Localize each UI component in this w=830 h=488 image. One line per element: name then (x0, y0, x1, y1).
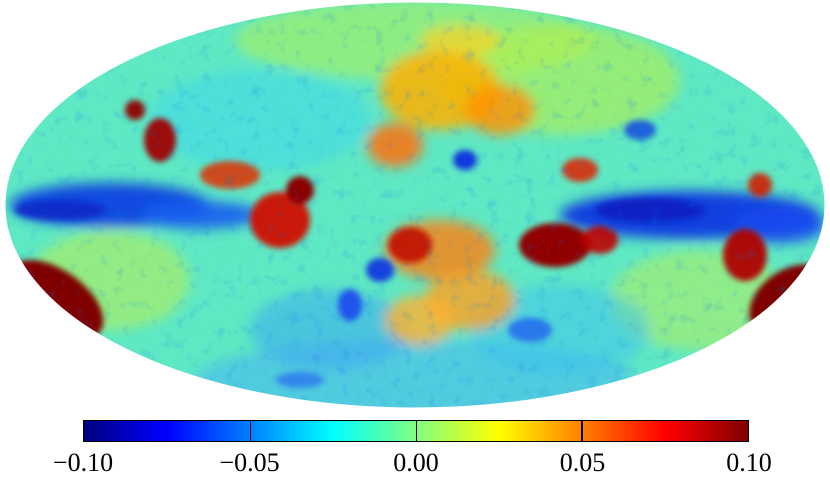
sky-map (5, 2, 825, 408)
colorbar-tick (249, 421, 252, 441)
mollweide-map (4, 1, 826, 409)
colorbar-tick-label: 0.05 (559, 448, 606, 477)
colorbar-tick-label: 0.10 (726, 448, 772, 477)
colorbar-tick-label: 0.00 (393, 448, 439, 477)
colorbar-tick-label: −0.05 (219, 448, 280, 477)
map-noise-texture (5, 2, 825, 408)
colorbar-tick-label: −0.10 (52, 448, 114, 477)
map-canvas (4, 1, 826, 409)
map-outline (4, 1, 826, 409)
colorbar (83, 420, 749, 442)
colorbar-tick (581, 421, 583, 441)
colorbar-tick (415, 421, 417, 441)
